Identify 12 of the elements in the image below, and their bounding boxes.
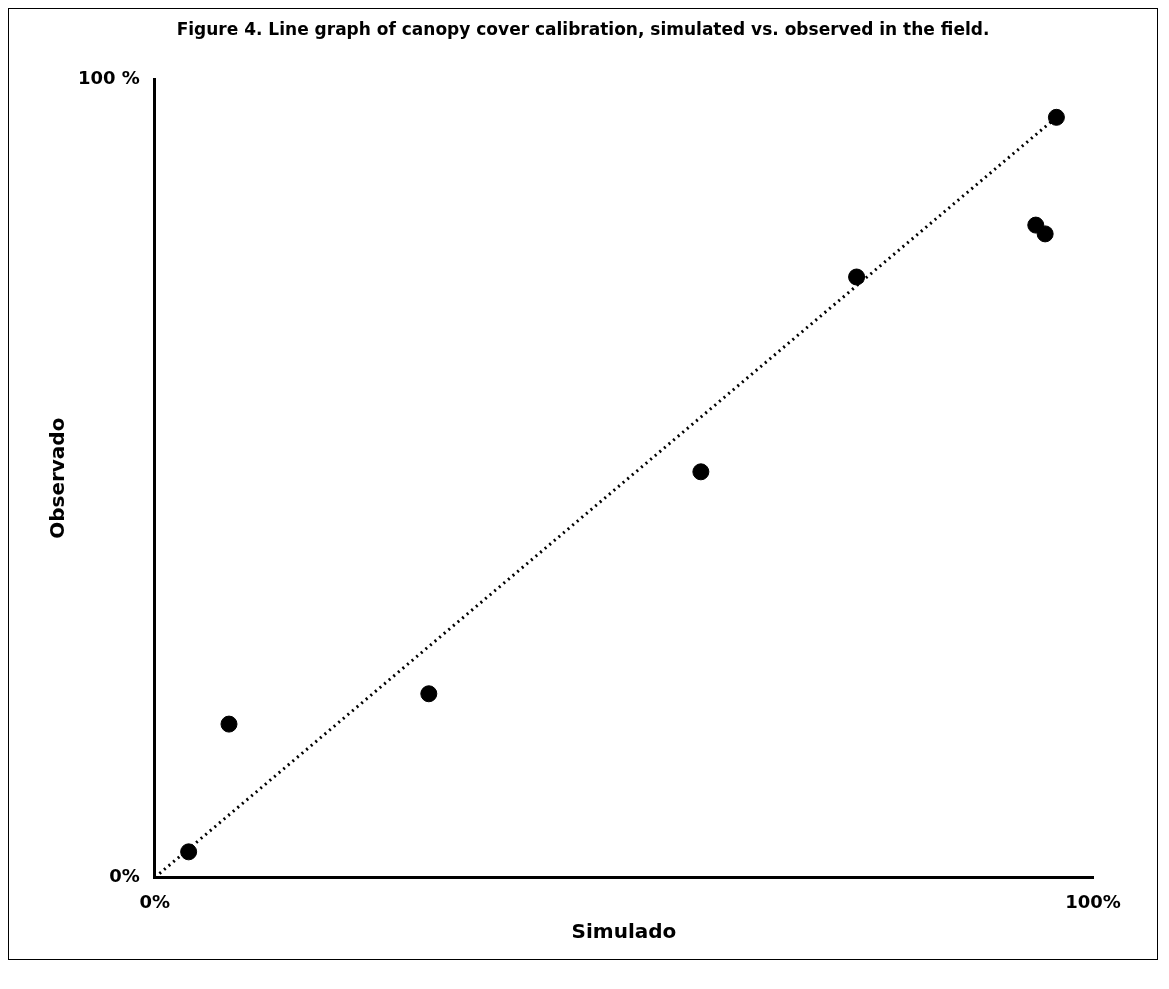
point (420, 685, 438, 703)
point (1047, 108, 1065, 126)
x-axis-title: Simulado (571, 919, 677, 944)
point (848, 268, 866, 286)
point (180, 843, 198, 861)
y-tick-label: 100 % (78, 66, 140, 88)
chart-title: Figure 4. Line graph of canopy cover calibration, simulated vs. observed in the field. (175, 18, 991, 41)
point (692, 463, 710, 481)
point (1036, 225, 1054, 243)
point (220, 715, 238, 733)
y-axis-title: Observado (45, 417, 70, 539)
x-tick-label: 100% (1065, 890, 1121, 912)
